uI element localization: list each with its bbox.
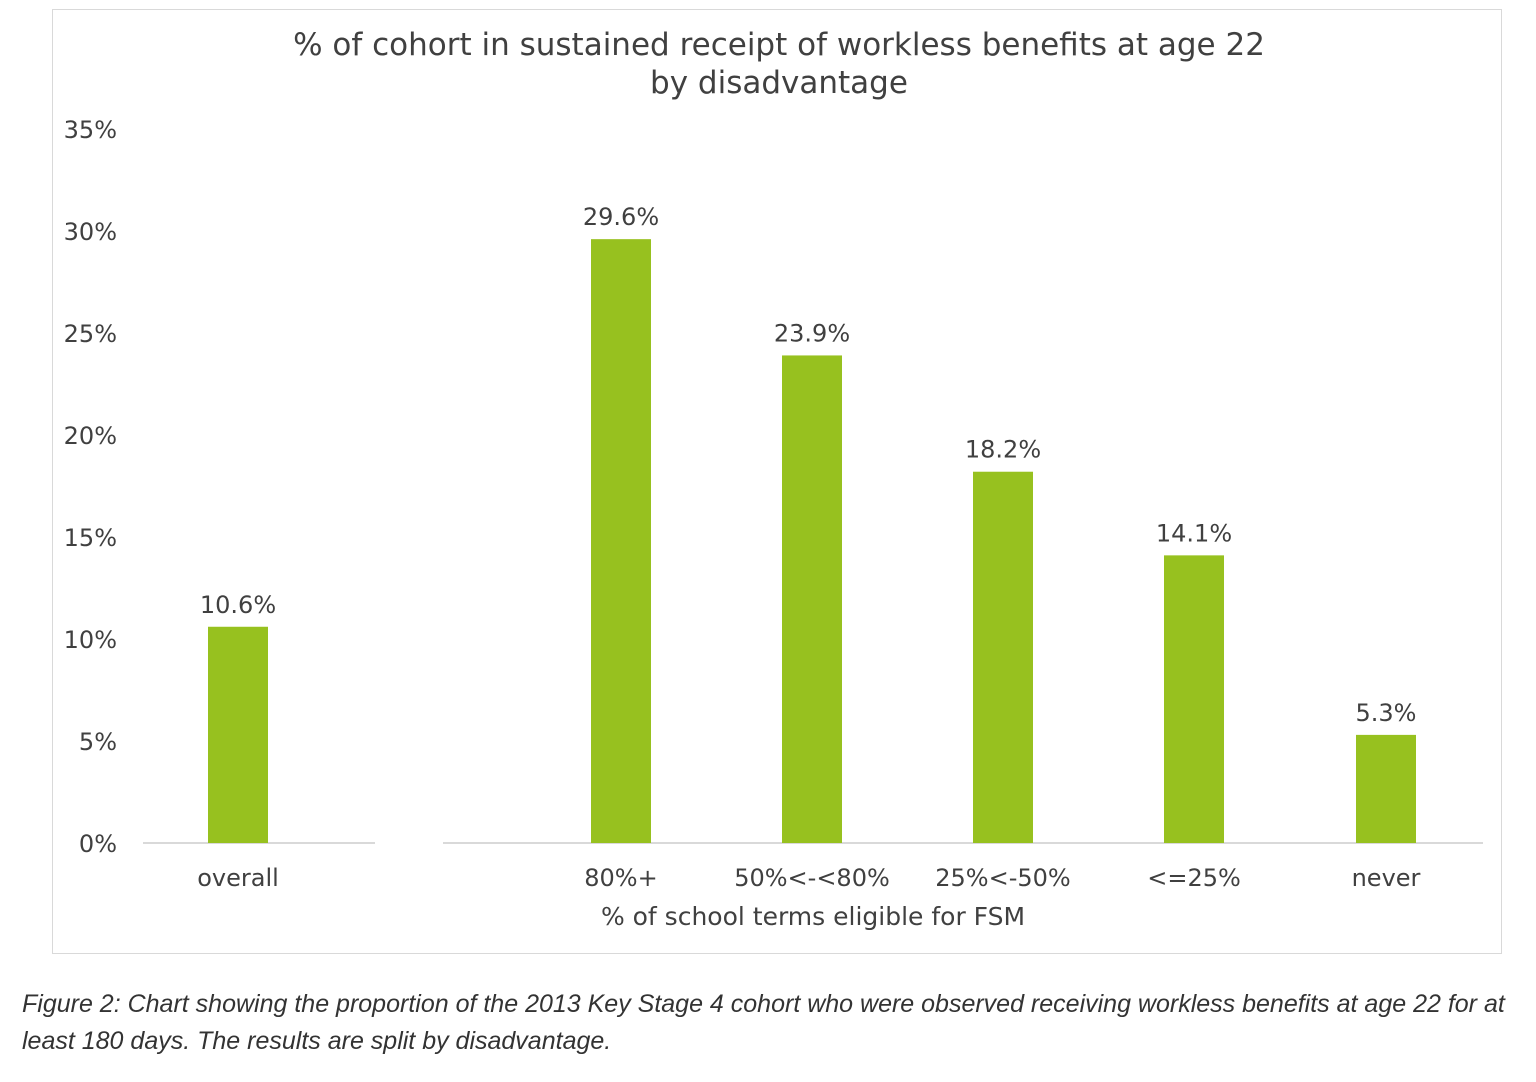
data-label: 5.3% — [1356, 699, 1417, 727]
figure-caption: Figure 2: Chart showing the proportion o… — [22, 990, 1505, 1055]
chart-frame: % of cohort in sustained receipt of work… — [52, 9, 1502, 954]
bar-0 — [208, 626, 268, 843]
bar-chart: % of cohort in sustained receipt of work… — [64, 27, 1483, 931]
y-tick-label: 5% — [79, 728, 117, 756]
bar-5 — [1356, 734, 1416, 843]
bar-3 — [973, 471, 1033, 843]
data-label: 10.6% — [200, 591, 276, 619]
y-tick-label: 10% — [64, 626, 117, 654]
y-tick-label: 0% — [79, 830, 117, 858]
data-labels: 10.6% 29.6% 23.9% 18.2% 14.1% 5.3% — [200, 203, 1417, 727]
x-tick-label: 80%+ — [584, 864, 657, 892]
data-label: 29.6% — [583, 203, 659, 231]
x-tick-label: overall — [197, 864, 279, 892]
bars — [208, 239, 1416, 843]
y-tick-label: 30% — [64, 218, 117, 246]
y-tick-label: 35% — [64, 116, 117, 144]
page-header-fragment — [0, 0, 1536, 6]
x-axis-tick-labels: overall 80%+ 50%<-<80% 25%<-50% <=25% never — [197, 864, 1420, 892]
data-label: 23.9% — [774, 319, 850, 347]
x-tick-label: never — [1352, 864, 1421, 892]
chart-title-line-2: by disadvantage — [650, 65, 908, 101]
bar-4 — [1164, 555, 1224, 843]
x-tick-label: 50%<-<80% — [734, 864, 890, 892]
x-tick-label: <=25% — [1147, 864, 1241, 892]
x-axis-title: % of school terms eligible for FSM — [601, 902, 1025, 931]
y-tick-label: 15% — [64, 524, 117, 552]
y-axis: 0% 5% 10% 15% 20% 25% 30% 35% — [64, 116, 117, 858]
bar-2 — [782, 355, 842, 843]
y-tick-label: 25% — [64, 320, 117, 348]
chart-title-line-1: % of cohort in sustained receipt of work… — [293, 27, 1265, 63]
x-tick-label: 25%<-50% — [935, 864, 1070, 892]
y-tick-label: 20% — [64, 422, 117, 450]
bar-1 — [591, 239, 651, 843]
data-label: 14.1% — [1156, 519, 1232, 547]
data-label: 18.2% — [965, 436, 1041, 464]
